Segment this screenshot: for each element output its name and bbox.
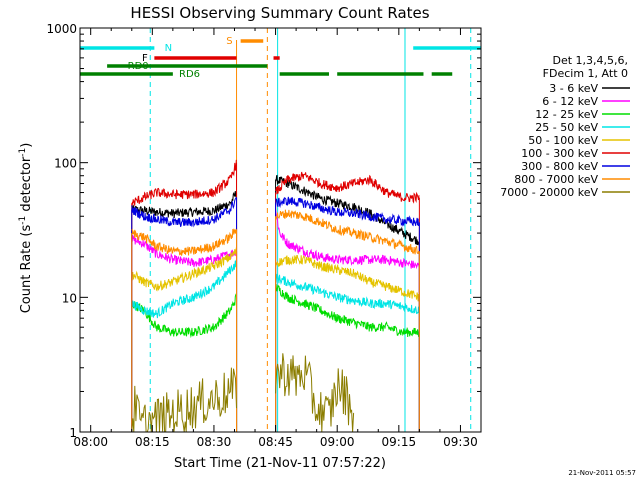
axes-layer: 08:00 08:15 08:30 08:45 09:00 09:15 09:30 1 10 10… xyxy=(46,22,482,449)
series-line-6 xyxy=(131,196,237,228)
series-line-7 xyxy=(275,209,419,255)
series-line-5 xyxy=(131,159,237,206)
y-tick-label: 1 xyxy=(69,426,77,440)
flag-label-rd0: RD0 xyxy=(128,61,149,72)
series-line-2 xyxy=(275,283,420,338)
flag-label-night: N xyxy=(165,43,172,54)
x-tick-label: 09:00 xyxy=(320,435,355,449)
y-tick-label: 10 xyxy=(62,291,77,305)
legend-label: 800 - 7000 keV xyxy=(514,173,598,186)
y-axis-label: Count Rate (s-1 detector-1) xyxy=(18,143,34,314)
series-line-0 xyxy=(131,190,237,218)
series-line-6 xyxy=(275,196,420,227)
y-label-end: ) xyxy=(19,143,34,148)
series-line-5 xyxy=(275,171,420,204)
y-label-sup2: -1 xyxy=(18,148,28,157)
legend-label: 7000 - 20000 keV xyxy=(500,186,598,199)
legend: Det 1,3,4,5,6,FDecim 1, Att 0 3 - 6 keV6 … xyxy=(500,54,630,199)
y-tick-label: 100 xyxy=(54,157,77,171)
y-label-main: Count Rate (s xyxy=(19,225,34,314)
series-line-3 xyxy=(131,259,237,319)
series-line-1 xyxy=(131,235,237,268)
x-tick-label: 08:00 xyxy=(73,435,108,449)
legend-header: Det 1,3,4,5,6, xyxy=(552,54,628,67)
x-tick-label: 09:30 xyxy=(443,435,478,449)
footer-timestamp: 21-Nov-2011 05:57 xyxy=(568,469,636,477)
series-line-3 xyxy=(275,273,420,315)
flag-label-rd6: RD6 xyxy=(179,69,200,80)
flags-layer: S F N RD0 RD6 xyxy=(80,36,481,80)
flag-label-saa: S xyxy=(226,36,232,47)
legend-label: 25 - 50 keV xyxy=(535,121,598,134)
y-tick-label: 1000 xyxy=(46,22,77,36)
flag-label-flare: F xyxy=(142,53,148,64)
legend-label: 300 - 800 keV xyxy=(521,160,598,173)
x-tick-label: 08:30 xyxy=(197,435,232,449)
series-line-1 xyxy=(275,209,420,270)
x-axis-label: Start Time (21-Nov-11 07:57:22) xyxy=(174,456,386,471)
legend-label: 6 - 12 keV xyxy=(542,95,598,108)
series-line-8 xyxy=(275,353,355,433)
series-layer xyxy=(131,159,420,433)
y-label-mid: detector xyxy=(19,156,34,216)
legend-label: 12 - 25 keV xyxy=(535,108,598,121)
series-line-4 xyxy=(275,255,420,302)
y-label-sup1: -1 xyxy=(18,216,28,225)
series-line-0 xyxy=(275,174,420,246)
legend-header: FDecim 1, Att 0 xyxy=(543,67,628,80)
chart-title: HESSI Observing Summary Count Rates xyxy=(130,4,429,22)
x-tick-label: 08:45 xyxy=(258,435,293,449)
plot-frame xyxy=(79,27,482,433)
series-line-8 xyxy=(131,367,237,433)
series-line-4 xyxy=(131,247,237,292)
x-tick-label: 08:15 xyxy=(135,435,170,449)
legend-label: 100 - 300 keV xyxy=(521,147,598,160)
x-tick-label: 09:15 xyxy=(382,435,417,449)
legend-label: 3 - 6 keV xyxy=(549,82,598,95)
legend-label: 50 - 100 keV xyxy=(528,134,598,147)
series-line-7 xyxy=(131,228,237,256)
series-line-2 xyxy=(131,293,237,339)
